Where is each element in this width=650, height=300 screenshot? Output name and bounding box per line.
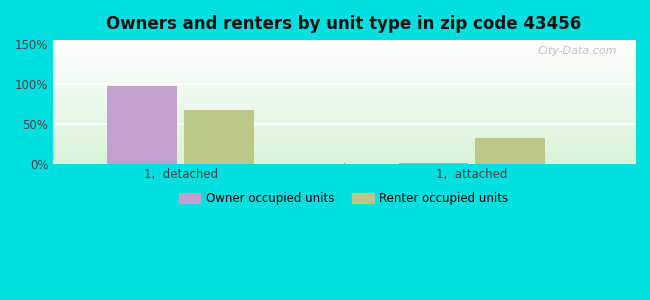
Bar (107, 85, 177, 164)
Title: Owners and renters by unit type in zip code 43456: Owners and renters by unit type in zip c… (106, 15, 581, 33)
Bar (475, 138, 545, 164)
Bar (398, 163, 469, 164)
Text: City-Data.com: City-Data.com (538, 46, 617, 56)
Bar (184, 110, 254, 164)
Legend: Owner occupied units, Renter occupied units: Owner occupied units, Renter occupied un… (174, 188, 514, 210)
